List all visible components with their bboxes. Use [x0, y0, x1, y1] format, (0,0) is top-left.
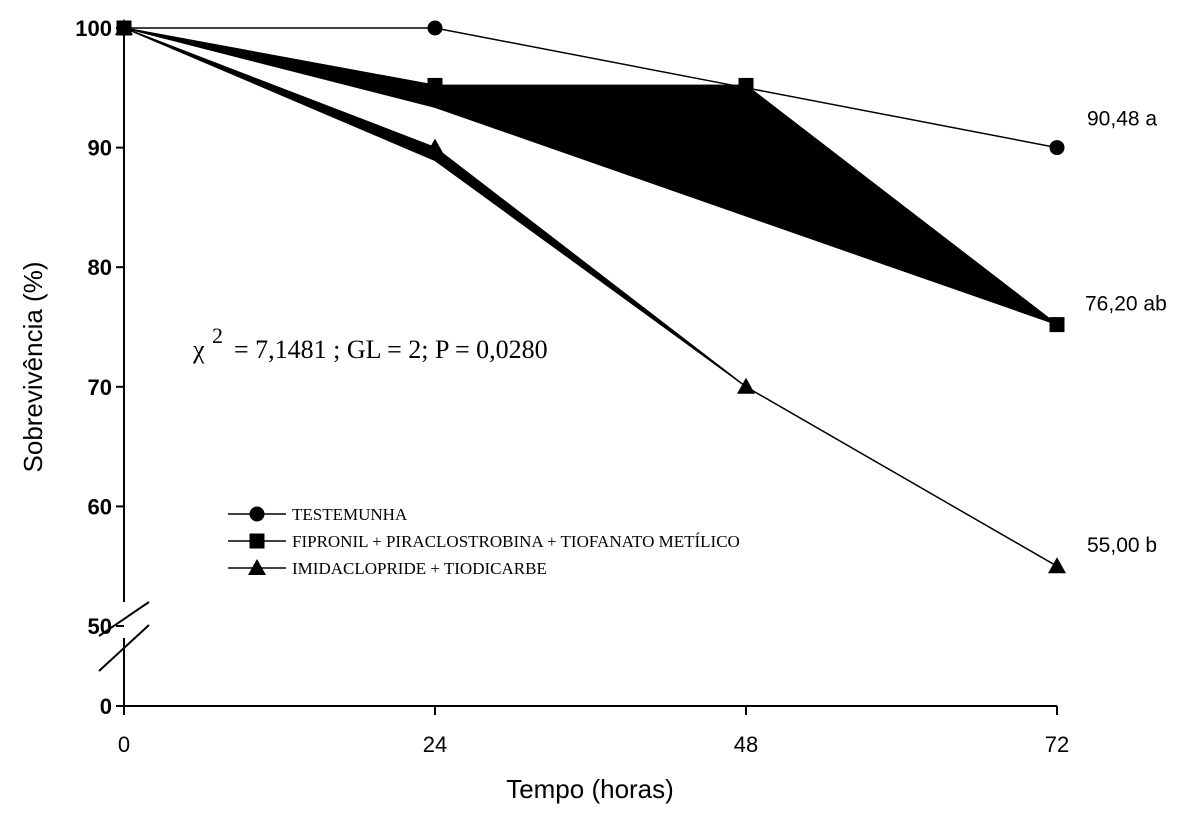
data-point-triangle: [1048, 557, 1066, 574]
legend-marker-square: [249, 533, 265, 549]
series-line-triangle: [123, 27, 1058, 567]
data-point-circle: [427, 20, 443, 36]
legend-label: TESTEMUNHA: [292, 505, 408, 524]
data-point-square: [116, 20, 132, 36]
y-tick-label: 80: [88, 255, 112, 280]
chi-superscript: 2: [212, 323, 223, 348]
legend-label: IMIDACLOPRIDE + TIODICARBE: [292, 559, 547, 578]
x-tick-label: 48: [734, 732, 758, 757]
data-point-triangle: [737, 377, 755, 394]
stat-annotation: χ 2 = 7,1481 ; GL = 2; P = 0,0280: [192, 323, 548, 364]
data-point-circle: [1049, 140, 1065, 156]
legend-marker-triangle: [248, 559, 266, 575]
data-point-square: [427, 77, 443, 93]
y-tick-label: 90: [88, 136, 112, 161]
axes: 0 50 60 70 80 90 100 0 24 48 72: [75, 16, 1069, 757]
data-point-square: [738, 77, 754, 93]
x-tick-label: 0: [118, 732, 130, 757]
x-tick-label: 24: [423, 732, 447, 757]
chi-symbol: χ: [192, 335, 205, 364]
y-tick-label: 60: [88, 494, 112, 519]
series-line-square: [123, 27, 1058, 326]
chi-square-text: = 7,1481 ; GL = 2; P = 0,0280: [234, 335, 548, 364]
series-line-circle: [124, 27, 1058, 149]
axis-break-mark: [98, 601, 150, 637]
x-axis-title: Tempo (horas): [506, 774, 674, 804]
end-label-circle: 90,48 a: [1087, 108, 1157, 131]
data-point-triangle: [426, 138, 444, 155]
end-label-triangle: 55,00 b: [1087, 534, 1157, 557]
y-axis-title: Sobrevivência (%): [18, 262, 48, 473]
x-tick-label: 72: [1045, 732, 1069, 757]
end-label-square: 76,20 ab: [1085, 293, 1167, 316]
fipronil-shaded-region: [123, 27, 1058, 326]
end-labels: 90,48 a 76,20 ab 55,00 b: [1085, 108, 1167, 558]
y-tick-label: 50: [88, 614, 112, 639]
legend: TESTEMUNHA FIPRONIL + PIRACLOSTROBINA + T…: [228, 505, 740, 578]
series-lines: [123, 27, 1058, 567]
axis-break-mark: [98, 624, 150, 672]
data-point-square: [1049, 317, 1065, 333]
legend-label: FIPRONIL + PIRACLOSTROBINA + TIOFANATO M…: [292, 532, 740, 551]
y-tick-label: 0: [100, 694, 112, 719]
y-tick-label: 70: [88, 375, 112, 400]
y-tick-label: 100: [75, 16, 112, 41]
legend-marker-circle: [249, 506, 265, 522]
series-markers: [115, 19, 1066, 574]
